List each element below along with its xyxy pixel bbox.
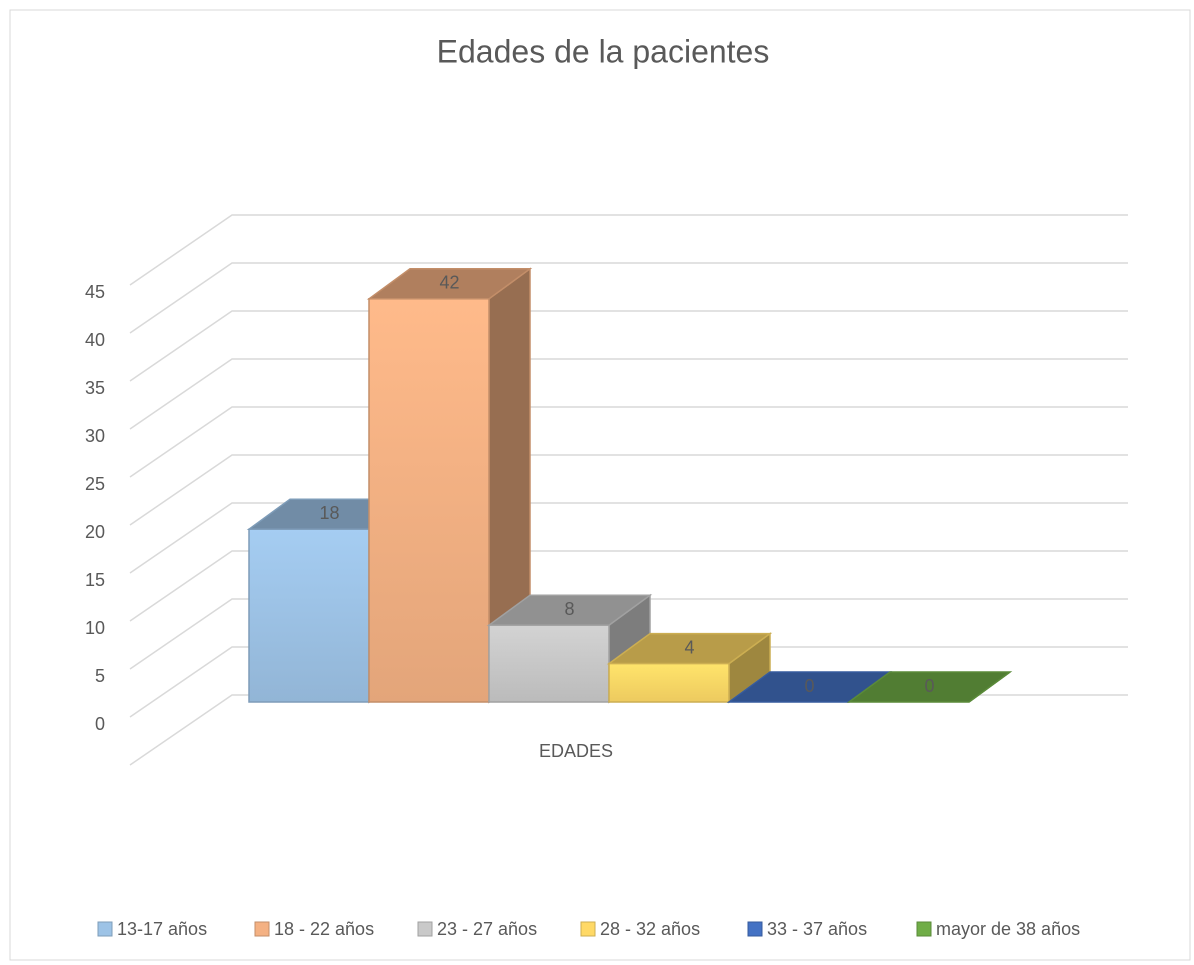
grid-line	[129, 262, 1128, 334]
chart-frame	[9, 9, 1191, 961]
legend-label: mayor de 38 años	[936, 919, 1080, 939]
y-tick-label: 20	[85, 522, 105, 542]
grid-line	[129, 406, 1128, 478]
legend-swatch	[916, 921, 932, 937]
legend-swatch	[254, 921, 270, 937]
bar	[488, 624, 610, 703]
grid-line	[129, 550, 1128, 622]
bar	[248, 528, 370, 703]
grid-line	[129, 646, 1128, 718]
grid-line	[129, 310, 1128, 382]
data-label: 4	[684, 637, 694, 657]
data-label: 0	[804, 676, 814, 696]
grid-line	[129, 502, 1128, 574]
y-tick-label: 45	[85, 282, 105, 302]
legend-swatch	[97, 921, 113, 937]
chart-title: Edades de la pacientes	[437, 33, 770, 69]
data-label: 8	[564, 599, 574, 619]
legend-label: 23 - 27 años	[437, 919, 537, 939]
data-label: 18	[319, 503, 339, 523]
grid-line	[129, 598, 1128, 670]
grid-line	[129, 214, 1128, 286]
data-label: 42	[439, 273, 459, 293]
y-tick-label: 0	[95, 714, 105, 734]
legend-label: 13-17 años	[117, 919, 207, 939]
bar	[368, 298, 490, 703]
bar-top	[846, 671, 1013, 703]
y-tick-label: 10	[85, 618, 105, 638]
y-tick-label: 25	[85, 474, 105, 494]
grid-line	[129, 358, 1128, 430]
legend-label: 18 - 22 años	[274, 919, 374, 939]
y-tick-label: 35	[85, 378, 105, 398]
data-label: 0	[924, 676, 934, 696]
legend-swatch	[747, 921, 763, 937]
legend-swatch	[417, 921, 433, 937]
y-tick-label: 40	[85, 330, 105, 350]
x-tick-label: EDADES	[539, 741, 613, 761]
y-tick-label: 15	[85, 570, 105, 590]
legend-label: 33 - 37 años	[767, 919, 867, 939]
grid-line	[129, 454, 1128, 526]
legend-label: 28 - 32 años	[600, 919, 700, 939]
y-tick-label: 5	[95, 666, 105, 686]
bar	[608, 662, 730, 703]
legend-swatch	[580, 921, 596, 937]
y-tick-label: 30	[85, 426, 105, 446]
